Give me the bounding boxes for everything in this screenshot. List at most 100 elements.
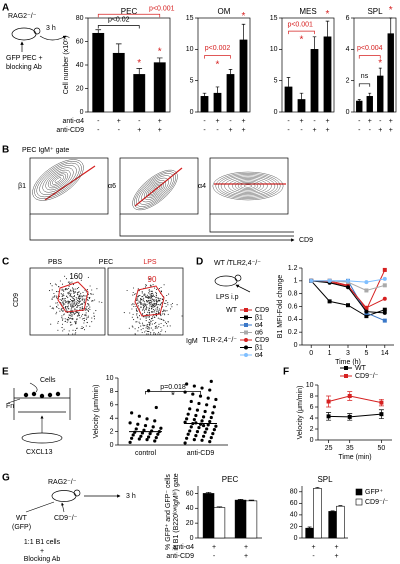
- annotation: *: [378, 58, 382, 69]
- event-dot: [146, 303, 148, 305]
- error-bar: [202, 92, 207, 97]
- event-dot: [74, 304, 76, 307]
- y-axis-label: Velocity (μm/min): [93, 385, 100, 439]
- event-dot: [49, 283, 52, 285]
- y-tick-label: 8: [310, 393, 314, 400]
- event-dot: [141, 292, 143, 294]
- point: [159, 426, 163, 430]
- diagram-label: Blocking Ab: [24, 556, 61, 563]
- axis-label: β1: [18, 183, 26, 190]
- error-bar: [299, 92, 304, 100]
- event-dot: [83, 299, 86, 301]
- event-dot: [154, 333, 156, 335]
- significance-bracket: [288, 30, 315, 35]
- event-dot: [142, 300, 144, 302]
- event-dot: [51, 285, 53, 287]
- legend-label: β1: [255, 314, 263, 321]
- point: [208, 419, 212, 424]
- event-dot: [181, 315, 183, 317]
- event-dot: [61, 289, 63, 291]
- event-dot: [90, 293, 92, 295]
- event-dot: [142, 324, 144, 326]
- x-axis-label: Time (min): [338, 454, 371, 461]
- event-dot: [81, 307, 83, 309]
- panel-label: B: [2, 145, 9, 156]
- event-dot: [162, 319, 164, 321]
- event-dot: [67, 281, 69, 283]
- event-dot: [160, 318, 162, 320]
- event-dot: [78, 286, 80, 289]
- event-dot: [140, 306, 142, 308]
- condition-sign: +: [334, 553, 338, 560]
- event-dot: [61, 288, 63, 290]
- event-dot: [61, 309, 63, 311]
- event-dot: [133, 303, 135, 305]
- contour: [36, 162, 80, 198]
- condition-sign: -: [118, 127, 121, 134]
- contour: [39, 165, 77, 195]
- event-dot: [50, 323, 52, 325]
- event-dot: [81, 315, 83, 317]
- event-dot: [150, 285, 152, 287]
- event-dot: [138, 327, 140, 329]
- y-tick-label: 40: [76, 62, 84, 69]
- event-dot: [146, 301, 148, 303]
- x-axis-label: Time (h): [335, 359, 361, 366]
- event-dot: [101, 301, 103, 303]
- y-tick-label: 0: [310, 437, 314, 444]
- event-dot: [72, 317, 74, 319]
- bar: [226, 74, 235, 113]
- event-dot: [71, 287, 74, 289]
- point: [212, 405, 216, 409]
- event-dot: [135, 308, 137, 310]
- point: [200, 438, 204, 442]
- event-dot: [152, 319, 154, 321]
- event-dot: [142, 303, 144, 305]
- x-tick-label: 35: [346, 445, 354, 452]
- event-dot: [150, 301, 152, 303]
- event-dot: [161, 329, 163, 331]
- bar: [366, 96, 373, 113]
- chart-title: PEC: [222, 475, 239, 484]
- event-dot: [132, 326, 134, 328]
- axis-label: IgM: [186, 338, 198, 345]
- event-dot: [154, 326, 156, 328]
- event-dot: [66, 295, 68, 297]
- event-dot: [54, 295, 56, 297]
- condition-sign: +: [325, 127, 329, 134]
- event-dot: [55, 296, 58, 298]
- event-dot: [79, 308, 81, 311]
- event-dot: [158, 312, 160, 314]
- event-dot: [146, 316, 148, 318]
- event-dot: [151, 310, 153, 312]
- event-dot: [87, 310, 89, 312]
- y-axis-label: in B1 (B220ˡᵒʷIgMʰⁱ) gate: [172, 473, 180, 550]
- y-tick-label: 20: [76, 85, 84, 92]
- annotation: *: [137, 58, 141, 69]
- event-dot: [171, 302, 174, 305]
- event-dot: [171, 306, 173, 308]
- event-dot: [143, 303, 145, 305]
- error-bar: [248, 499, 255, 501]
- event-dot: [150, 302, 152, 304]
- event-dot: [58, 295, 61, 297]
- error-bar: [307, 526, 312, 529]
- event-dot: [62, 301, 64, 303]
- event-dot: [145, 305, 147, 307]
- event-dot: [136, 313, 138, 315]
- significance-bracket: [358, 55, 381, 59]
- plot-title: PBS: [48, 259, 62, 266]
- event-dot: [163, 325, 165, 327]
- point: [209, 415, 213, 420]
- legend-swatch: [355, 498, 363, 506]
- point: [346, 303, 350, 308]
- event-dot: [63, 328, 65, 330]
- event-dot: [150, 303, 152, 305]
- plot-frame: [281, 17, 335, 113]
- event-dot: [139, 318, 141, 320]
- event-dot: [136, 296, 139, 298]
- event-dot: [68, 291, 70, 293]
- event-dot: [137, 330, 139, 332]
- event-dot: [155, 291, 157, 293]
- event-dot: [77, 300, 79, 302]
